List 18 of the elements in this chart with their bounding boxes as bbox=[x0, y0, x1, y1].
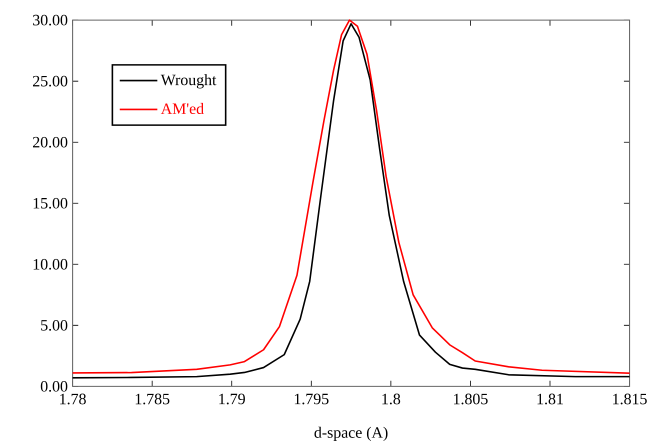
y-tick-label: 0.00 bbox=[40, 380, 68, 392]
y-tick-label: 5.00 bbox=[41, 320, 68, 331]
x-tick-label: 1.8 bbox=[382, 393, 400, 404]
legend-label: AM'ed bbox=[160, 102, 204, 114]
y-tick-label: 10.00 bbox=[34, 258, 68, 270]
y-tick-label: 30.00 bbox=[33, 14, 68, 26]
x-tick-label: 1.805 bbox=[454, 393, 488, 404]
x-axis-title: d-space (A) bbox=[314, 426, 388, 441]
y-tick-label: 25.00 bbox=[33, 76, 68, 86]
x-tick-label: 1.815 bbox=[613, 393, 647, 404]
legend-label: Wrought bbox=[160, 74, 216, 88]
y-tick-label: 20.00 bbox=[33, 136, 68, 148]
x-tick-label: 1.785 bbox=[136, 393, 170, 404]
y-tick-label: 15.00 bbox=[34, 198, 68, 208]
x-tick-label: 1.81 bbox=[538, 393, 563, 404]
x-tick-label: 1.795 bbox=[294, 393, 329, 404]
x-tick-label: 1.78 bbox=[60, 393, 86, 404]
x-tick-label: 1.79 bbox=[219, 393, 245, 404]
